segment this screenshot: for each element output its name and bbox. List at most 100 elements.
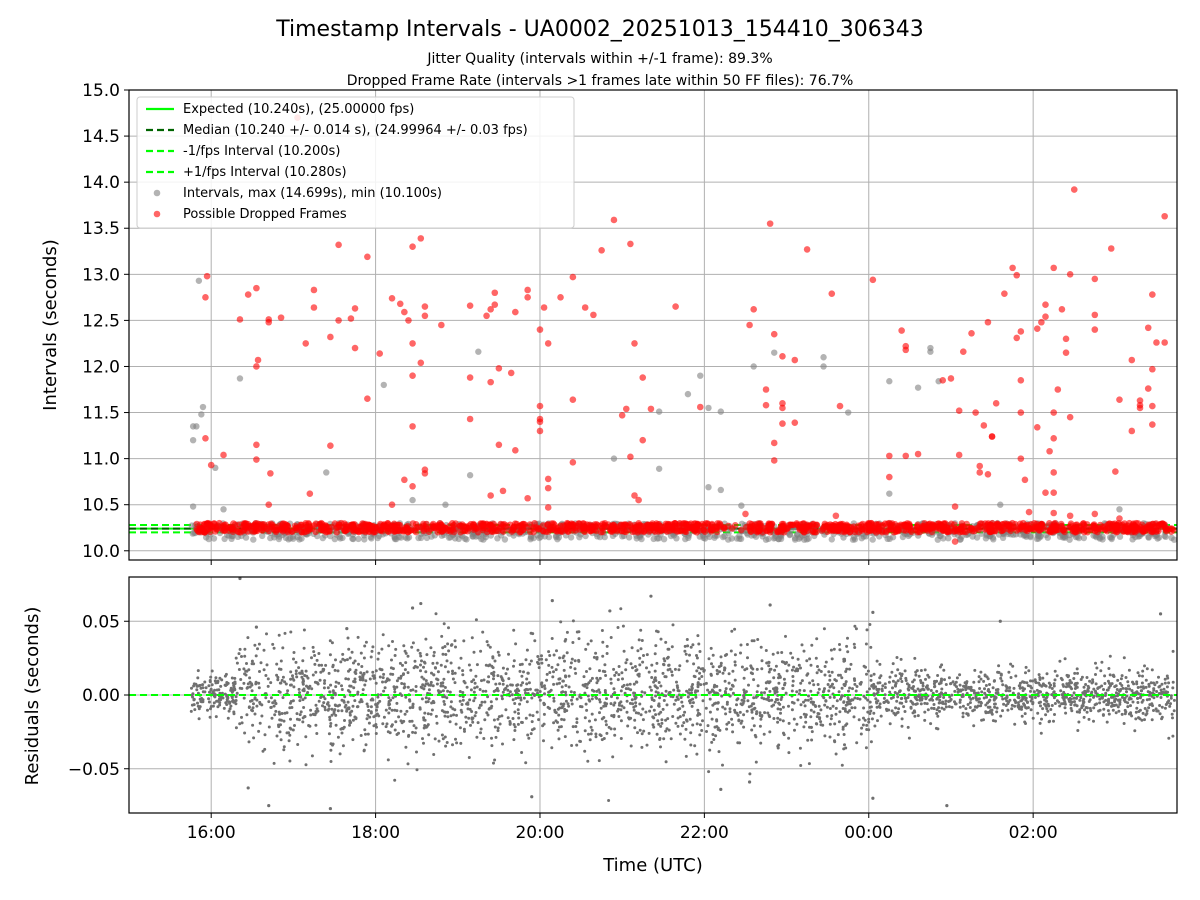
top-y-tick-label: 12.5 [82,311,120,331]
residual-point [583,684,587,688]
interval-point [1116,506,1123,513]
dropped-frame-point [742,510,749,518]
residual-point [724,687,728,691]
residual-point [685,638,689,641]
residual-point [899,657,903,661]
residual-point [698,733,702,737]
residual-point [575,743,579,747]
residual-point [525,682,529,686]
residual-point [728,707,732,711]
top-panel: 10.010.511.011.512.012.513.013.514.014.5… [40,81,1178,565]
dropped-frame-point [1001,290,1008,297]
residual-point [710,717,714,721]
residual-point [237,652,241,656]
residual-point [711,689,715,693]
residual-point [410,645,414,649]
residual-point [810,643,814,647]
residual-point [715,669,719,672]
residual-point [589,732,593,736]
residual-point [815,671,819,675]
residual-point [735,703,738,707]
residual-point [859,732,863,736]
residual-point [823,703,827,707]
residual-point [243,731,247,735]
residual-point [252,702,255,706]
residual-point [367,721,371,725]
residual-point [278,690,282,694]
residual-point [449,714,453,718]
residual-point [302,646,306,650]
residual-point [328,715,332,719]
dropped-frame-point [1155,527,1162,535]
residual-point [518,702,522,706]
residual-point [997,664,1001,668]
residual-point [237,668,241,671]
residual-point [605,652,609,655]
residual-point [815,715,819,719]
residual-point [341,657,345,661]
residual-point [642,654,645,657]
residual-point [211,690,215,694]
residual-point [822,627,826,631]
residual-point [1092,719,1095,723]
dropped-frame-point [879,522,887,530]
residual-point [562,718,566,722]
residual-point [272,761,276,765]
residual-point [356,690,360,694]
residual-point [1064,711,1068,715]
residual-point [313,654,317,657]
residual-point [823,687,826,691]
residual-point [366,732,370,736]
residual-point [446,642,450,646]
residual-point [1108,654,1112,658]
residual-point [933,684,937,688]
residual-point [869,645,873,649]
residual-point [196,701,199,705]
residual-point [737,718,741,722]
residual-point [1078,698,1082,702]
residual-point [868,623,872,626]
residual-point [846,702,850,706]
residual-point [486,643,490,647]
residual-point [360,700,364,704]
residual-point [799,666,802,670]
residual-point [550,746,554,750]
residual-point [427,733,431,737]
residual-point [1008,698,1012,702]
residual-point [407,734,410,738]
residual-point [250,659,254,663]
residual-point [195,688,199,692]
residual-point [594,651,598,655]
residual-point [828,735,832,739]
residual-point [636,731,639,735]
residual-point [752,639,756,643]
residual-point [759,717,763,721]
residual-point [273,713,277,717]
residual-point [284,682,288,686]
residual-point [337,681,341,685]
residual-point [638,663,642,667]
residual-point [436,670,440,674]
residual-point [839,697,842,701]
residual-point [454,645,457,649]
residual-point [605,731,609,735]
residual-point [860,726,864,730]
residual-point [472,690,476,694]
dropped-frame-point [1156,521,1163,528]
residual-point [557,713,561,717]
residual-point [802,689,806,693]
residual-point [252,662,256,666]
residual-point [752,696,756,700]
residual-point [791,656,795,660]
residual-point [634,701,638,705]
residual-point [530,720,534,724]
residual-point [749,704,753,708]
residual-point [234,695,238,699]
residual-point [548,707,552,710]
residual-point [364,732,367,736]
residual-point [207,684,211,688]
residual-point [242,681,246,685]
residual-point [567,704,571,708]
residual-point [689,743,693,747]
residual-point [352,686,356,690]
